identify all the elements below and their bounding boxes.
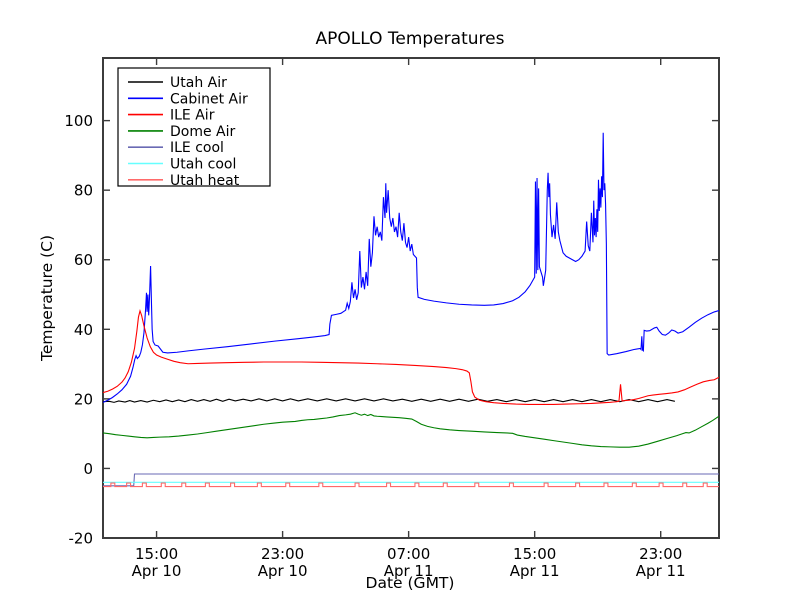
legend-label-cabinet-air: Cabinet Air	[170, 91, 248, 107]
legend-box	[117, 67, 271, 187]
y-axis-title: Temperature (C)	[38, 235, 56, 362]
series-line-ile-air	[103, 308, 719, 405]
y-tick-label: 20	[74, 390, 93, 408]
y-axis-ticks: -20 0 20 40 60 80 100	[64, 112, 719, 548]
x-tick-label-time: 23:00	[261, 545, 304, 563]
x-tick-label-date: Apr 11	[384, 562, 434, 580]
chart-title: APOLLO Temperatures	[316, 29, 505, 49]
y-tick-label: 0	[83, 460, 93, 478]
x-tick-label-time: 15:00	[513, 545, 556, 563]
x-tick-label-date: Apr 11	[510, 562, 560, 580]
legend-label-utah-heat: Utah heat	[170, 173, 240, 189]
x-axis-title: Date (GMT)	[366, 574, 455, 592]
y-tick-label: 80	[74, 182, 93, 200]
x-tick-label-date: Apr 10	[258, 562, 308, 580]
x-tick-label-time: 15:00	[135, 545, 178, 563]
series-line-dome-air	[103, 412, 719, 448]
series-line-utah-air	[103, 398, 676, 403]
legend-label-ile-cool: ILE cool	[170, 140, 224, 156]
plot-frame	[102, 57, 720, 539]
series-line-ile-cool	[103, 473, 719, 487]
y-tick-label: 40	[74, 321, 93, 339]
y-tick-label: -20	[69, 530, 94, 548]
x-tick-label-date: Apr 10	[132, 562, 182, 580]
legend-label-utah-air: Utah Air	[170, 75, 227, 91]
y-tick-label: 60	[74, 251, 93, 269]
y-tick-label: 100	[64, 112, 93, 130]
legend-label-ile-air: ILE Air	[170, 108, 215, 124]
legend-label-utah-cool: Utah cool	[170, 157, 236, 173]
x-tick-label-time: 23:00	[639, 545, 682, 563]
series-line-cabinet-air	[103, 132, 719, 403]
series-line-utah-heat	[103, 482, 719, 488]
legend-label-dome-air: Dome Air	[170, 124, 236, 140]
series-group	[103, 132, 719, 488]
x-tick-label-date: Apr 11	[636, 562, 686, 580]
x-tick-label-time: 07:00	[387, 545, 430, 563]
